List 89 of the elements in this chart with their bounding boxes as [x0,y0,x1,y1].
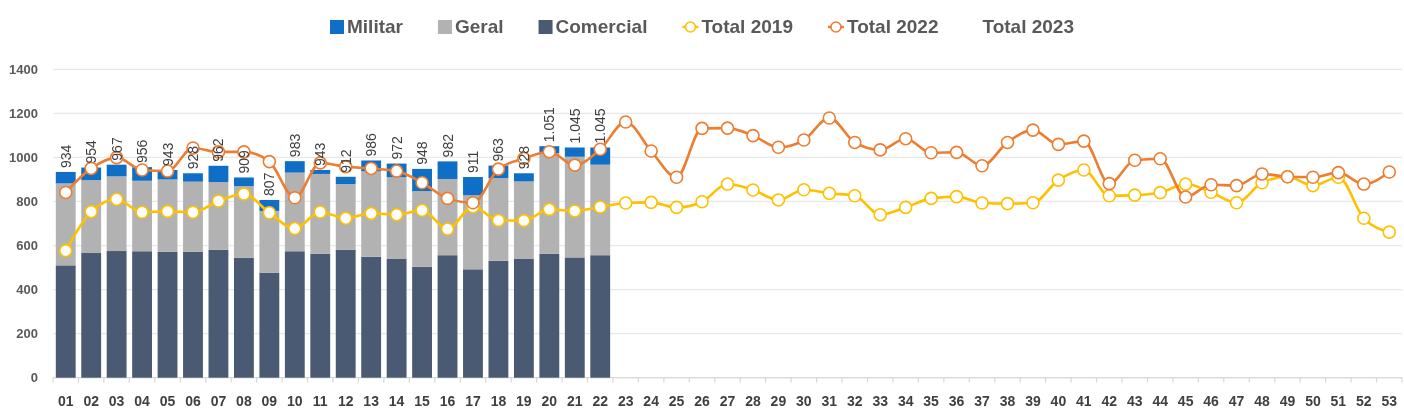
x-tick-label: 44 [1152,393,1169,409]
legend-label: Militar [347,15,404,37]
total-label: 912 [337,149,354,173]
x-tick-label: 11 [312,393,328,409]
total-label: 948 [414,141,431,165]
x-tick-label: 32 [846,393,863,409]
y-tick-label: 600 [16,238,38,254]
x-tick-label: 05 [159,393,176,409]
x-tick-label: 30 [796,393,812,409]
total-label: 943 [312,142,329,166]
total-label: 943 [159,142,176,166]
x-tick-label: 13 [363,393,380,409]
x-tick-label: 01 [57,393,74,409]
x-tick-label: 20 [541,393,558,409]
x-tick-label: 22 [592,393,609,409]
y-tick-label: 1200 [9,105,38,121]
legend-label: Geral [454,15,504,37]
x-tick-label: 23 [617,393,634,409]
x-tick-label: 03 [108,393,125,409]
x-tick-label: 35 [923,393,940,409]
x-tick-label: 41 [1076,393,1092,409]
x-tick-label: 12 [337,393,354,409]
x-tick-label: 19 [516,393,532,409]
x-tick-label: 50 [1305,393,1321,409]
x-tick-label: 07 [210,393,227,409]
x-tick-label: 46 [1203,393,1220,409]
x-tick-label: 39 [1025,393,1041,409]
y-tick-label: 800 [16,193,38,209]
x-tick-label: 14 [388,393,405,409]
total-label: 1.051 [541,106,558,143]
total-label: 962 [210,138,227,162]
total-label: 982 [439,133,456,158]
legend-label: Total 2022 [846,15,939,37]
x-tick-label: 34 [897,393,914,409]
legend-label: Comercial [555,15,648,37]
x-tick-label: 52 [1356,393,1372,409]
total-label: 928 [184,145,201,170]
total-label: 911 [464,150,481,174]
total-label: 928 [515,145,532,170]
x-tick-label: 24 [643,393,660,409]
total-label: 972 [388,136,405,160]
y-tick-label: 400 [16,282,38,298]
x-tick-label: 40 [1050,393,1067,409]
x-tick-label: 31 [821,393,838,409]
x-tick-label: 29 [770,393,787,409]
x-tick-label: 38 [999,393,1016,409]
x-tick-label: 26 [694,393,711,409]
x-tick-label: 53 [1381,393,1398,409]
x-tick-label: 43 [1126,393,1143,409]
total-label: 1.045 [592,108,609,144]
x-tick-label: 48 [1254,393,1271,409]
legend-label: Total 2019 [701,15,793,37]
x-tick-label: 09 [261,393,278,409]
x-tick-label: 06 [185,393,201,409]
text: Total 2023 [982,15,1074,37]
x-tick-label: 10 [287,393,303,409]
total-label: 807 [261,172,278,196]
x-tick-label: 15 [414,393,431,409]
x-tick-label: 17 [465,393,481,409]
total-label: 967 [108,137,125,161]
y-tick-label: 1000 [9,149,38,165]
y-tick-label: 1400 [9,61,38,77]
x-tick-label: 02 [83,393,100,409]
total-label: 986 [363,132,380,157]
x-tick-label: 16 [439,393,456,409]
x-tick-label: 51 [1330,393,1347,409]
x-tick-label: 33 [872,393,889,409]
x-tick-label: 49 [1279,393,1296,409]
x-tick-label: 04 [134,393,151,409]
total-label: 934 [57,144,74,168]
x-tick-label: 21 [566,393,583,409]
y-tick-label: 200 [16,326,38,342]
y-tick-label: 0 [30,370,38,386]
x-tick-label: 27 [719,393,736,409]
x-tick-label: 18 [490,393,507,409]
total-label: 956 [134,139,151,164]
x-tick-label: 47 [1228,393,1245,409]
total-label: 983 [286,133,303,158]
x-tick-label: 08 [236,393,252,409]
x-tick-label: 36 [948,393,965,409]
total-label: 909 [235,149,252,174]
x-tick-label: 25 [668,393,685,409]
x-tick-label: 28 [745,393,761,409]
total-label: 1.045 [566,108,583,144]
x-tick-label: 45 [1177,393,1194,409]
total-label: 954 [83,139,100,164]
x-tick-label: 42 [1101,393,1118,409]
x-tick-label: 37 [974,393,991,409]
total-label: 963 [490,137,507,162]
